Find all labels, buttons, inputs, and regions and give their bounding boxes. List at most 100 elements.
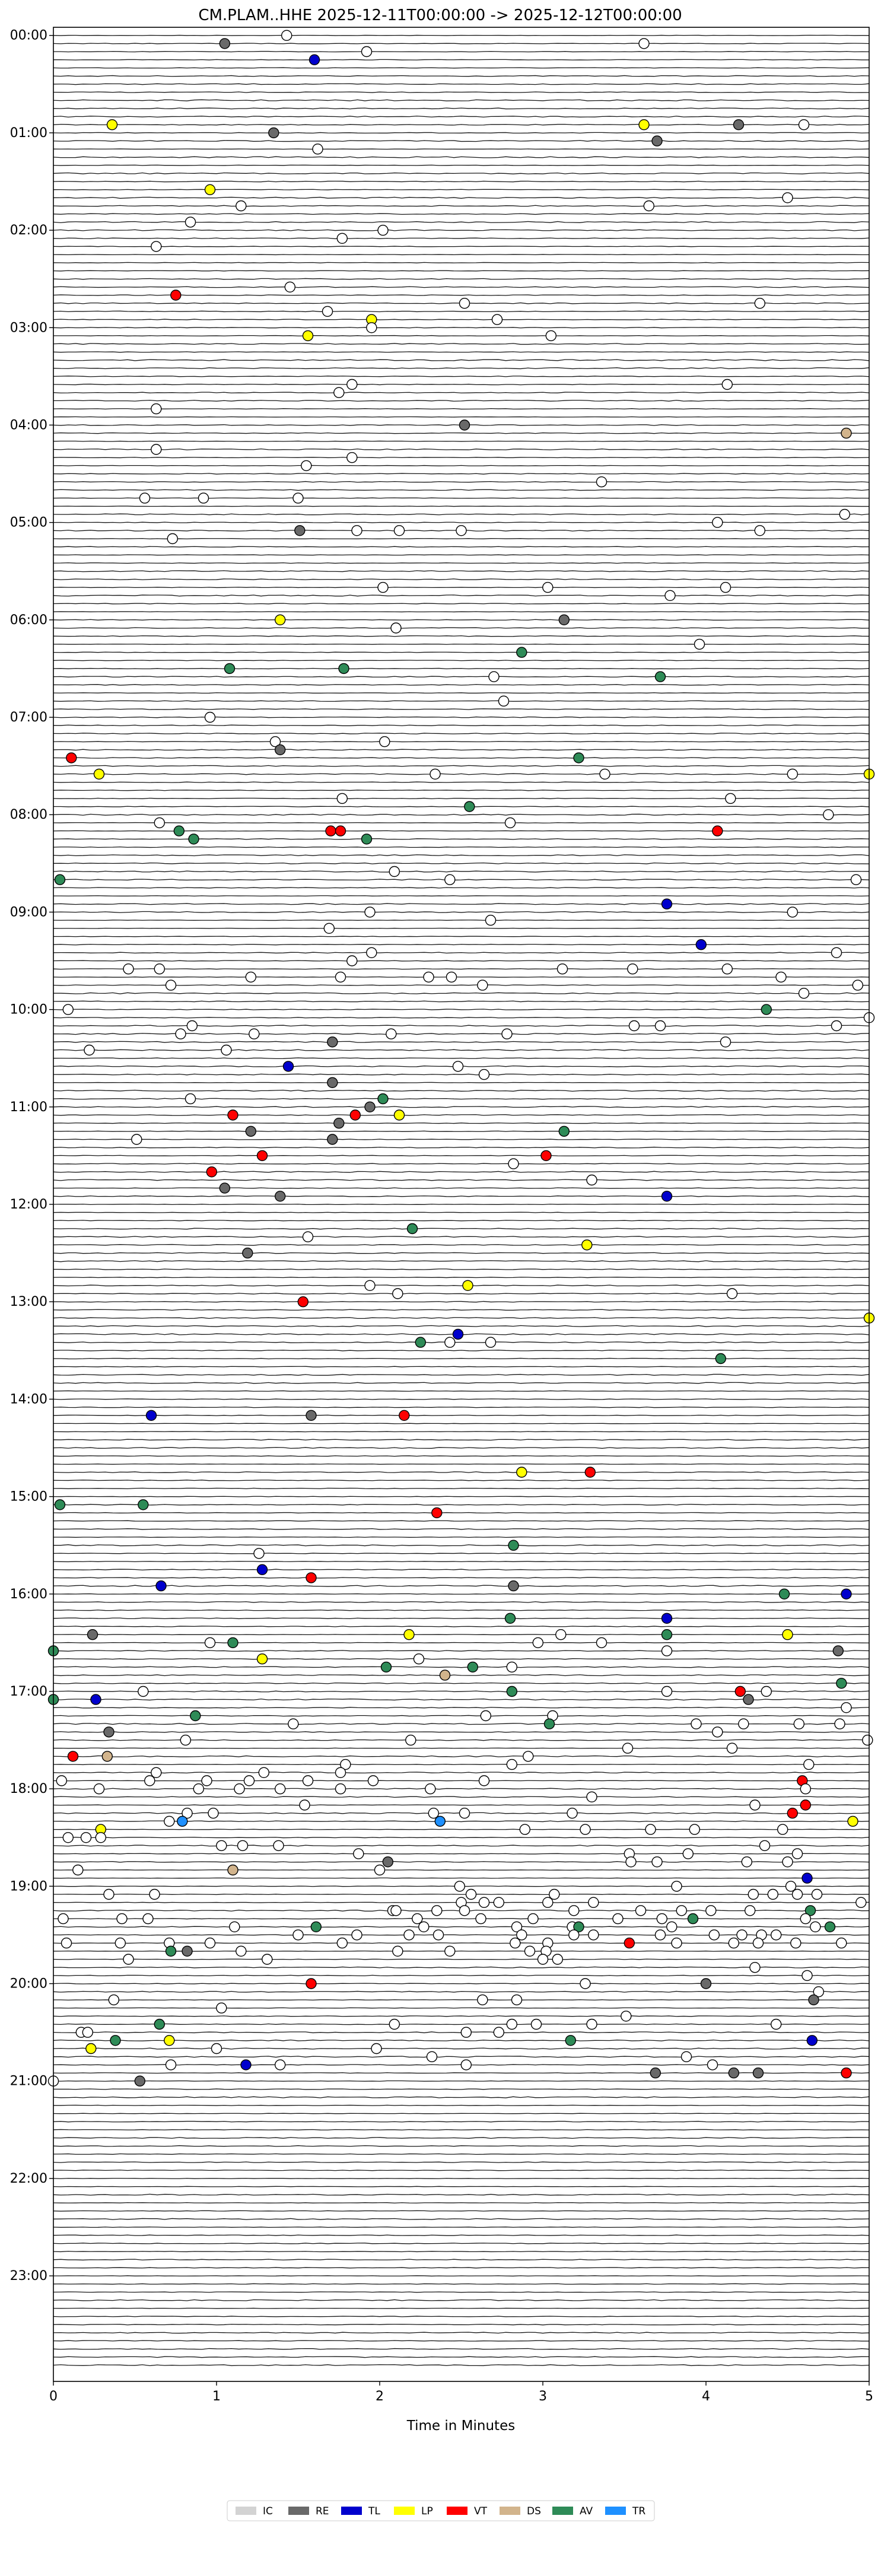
trace-line xyxy=(53,473,870,475)
trace-line xyxy=(53,156,870,158)
event-marker-ds xyxy=(841,427,852,439)
event-marker-tl xyxy=(90,1694,101,1705)
event-marker-unlabeled xyxy=(841,1702,852,1713)
trace-line xyxy=(53,806,870,807)
trace-line xyxy=(53,205,870,207)
event-marker-re xyxy=(103,1726,115,1738)
event-marker-unlabeled xyxy=(586,1174,597,1186)
event-marker-unlabeled xyxy=(336,793,348,804)
trace-line xyxy=(53,1796,870,1798)
event-marker-unlabeled xyxy=(151,241,162,252)
trace-line xyxy=(53,1853,870,1855)
event-marker-unlabeled xyxy=(643,200,655,212)
event-marker-unlabeled xyxy=(142,1913,154,1925)
event-marker-unlabeled xyxy=(390,1905,402,1916)
event-marker-unlabeled xyxy=(418,1921,430,1933)
chart-title: CM.PLAM..HHE 2025-12-11T00:00:00 -> 2025… xyxy=(198,7,682,24)
event-marker-unlabeled xyxy=(221,1044,232,1056)
trace-line xyxy=(53,1439,870,1441)
trace-line xyxy=(53,1009,870,1010)
event-marker-unlabeled xyxy=(138,1685,149,1697)
event-marker-lp xyxy=(164,2035,175,2046)
event-marker-re xyxy=(327,1036,338,1048)
trace-line xyxy=(53,1414,870,1416)
event-marker-unlabeled xyxy=(831,947,842,959)
event-marker-unlabeled xyxy=(377,224,389,236)
trace-line xyxy=(53,91,870,93)
trace-line xyxy=(53,660,870,662)
event-marker-vt xyxy=(335,825,346,837)
y-tick-label: 09:00 xyxy=(10,905,47,920)
event-marker-unlabeled xyxy=(752,1937,764,1949)
event-marker-av xyxy=(173,825,185,837)
event-marker-unlabeled xyxy=(167,533,178,545)
event-marker-unlabeled xyxy=(335,1767,346,1779)
trace-line xyxy=(53,2267,870,2269)
event-marker-unlabeled xyxy=(651,1856,663,1868)
event-marker-unlabeled xyxy=(823,809,834,820)
trace-line xyxy=(53,83,870,85)
legend-swatch-tl xyxy=(341,2507,362,2515)
y-tick-label: 03:00 xyxy=(10,320,47,335)
trace-line xyxy=(53,1041,870,1043)
trace-line xyxy=(53,1479,870,1481)
event-marker-unlabeled xyxy=(599,768,610,780)
trace-line xyxy=(53,359,870,361)
event-marker-unlabeled xyxy=(58,1913,69,1925)
event-marker-unlabeled xyxy=(456,525,467,536)
event-marker-unlabeled xyxy=(186,1020,198,1032)
event-marker-unlabeled xyxy=(862,1734,873,1746)
event-marker-unlabeled xyxy=(661,1685,673,1697)
event-marker-unlabeled xyxy=(645,1824,656,1835)
trace-line xyxy=(53,749,870,751)
event-marker-unlabeled xyxy=(333,387,345,398)
event-marker-lp xyxy=(93,768,105,780)
trace-line xyxy=(53,1163,870,1165)
event-marker-unlabeled xyxy=(850,874,862,885)
trace-line xyxy=(53,180,870,183)
event-marker-vt xyxy=(787,1807,799,1819)
event-marker-unlabeled xyxy=(430,768,441,780)
event-marker-unlabeled xyxy=(501,1028,513,1039)
event-marker-unlabeled xyxy=(793,1718,805,1729)
trace-line xyxy=(53,1366,870,1367)
event-marker-unlabeled xyxy=(208,1807,219,1819)
event-marker-unlabeled xyxy=(478,1897,490,1908)
trace-line xyxy=(53,781,870,783)
event-marker-unlabeled xyxy=(744,1905,756,1916)
event-marker-unlabeled xyxy=(749,1961,761,1973)
event-marker-vt xyxy=(170,290,182,301)
event-marker-unlabeled xyxy=(480,1710,491,1722)
event-marker-unlabeled xyxy=(353,1848,364,1859)
event-marker-unlabeled xyxy=(477,979,488,991)
event-marker-unlabeled xyxy=(131,1134,142,1145)
event-marker-vt xyxy=(297,1296,308,1308)
trace-line xyxy=(53,1544,870,1547)
trace-line xyxy=(53,1715,870,1717)
event-marker-unlabeled xyxy=(671,1881,682,1892)
event-marker-unlabeled xyxy=(336,1937,348,1949)
event-marker-unlabeled xyxy=(62,1832,74,1843)
trace-line xyxy=(53,213,870,215)
event-marker-unlabeled xyxy=(493,1897,504,1908)
event-marker-lp xyxy=(85,2043,97,2055)
trace-line xyxy=(53,1309,870,1311)
event-marker-unlabeled xyxy=(720,581,731,593)
event-marker-tl xyxy=(155,1580,167,1592)
event-marker-unlabeled xyxy=(666,1921,678,1933)
trace-line xyxy=(53,587,870,589)
trace-line xyxy=(53,1341,870,1343)
x-tick-label: 1 xyxy=(212,2389,221,2404)
event-marker-re xyxy=(650,2067,661,2079)
event-marker-unlabeled xyxy=(612,1913,624,1925)
plot-frame xyxy=(53,27,870,2382)
trace-line xyxy=(53,1138,870,1140)
event-marker-av xyxy=(654,671,666,682)
event-marker-vt xyxy=(399,1410,410,1421)
event-marker-av xyxy=(504,1613,516,1624)
trace-line xyxy=(53,1277,870,1279)
event-marker-unlabeled xyxy=(61,1937,72,1949)
y-tick-label: 18:00 xyxy=(10,1782,47,1796)
trace-line xyxy=(53,1983,870,1985)
